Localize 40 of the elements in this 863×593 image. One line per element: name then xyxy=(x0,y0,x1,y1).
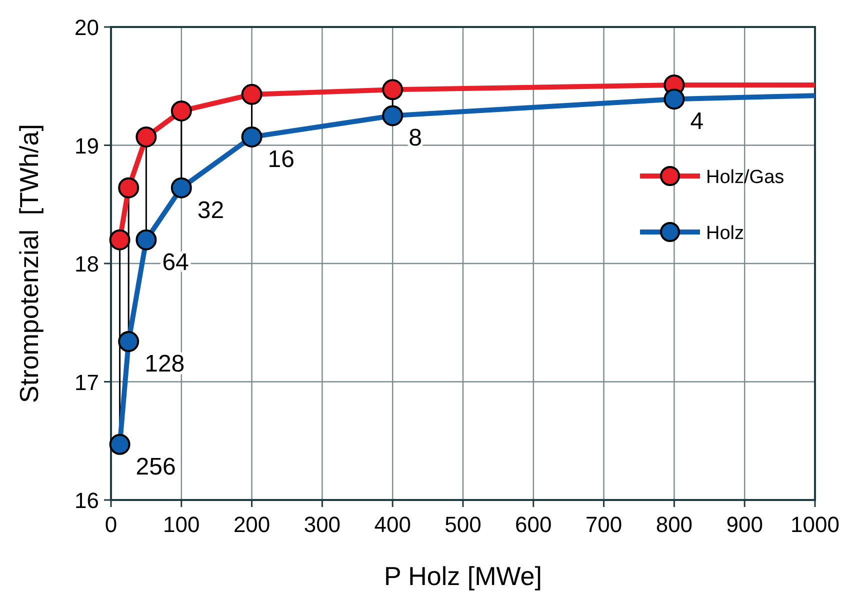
y-tick-label: 16 xyxy=(74,488,99,513)
x-tick-label: 200 xyxy=(233,512,270,537)
annotation: 128 xyxy=(144,350,185,378)
x-tick-label: 400 xyxy=(374,512,411,537)
x-axis-title: P Holz [MWe] xyxy=(384,561,542,591)
legend-label: Holz/Gas xyxy=(706,167,784,188)
y-tick-label: 18 xyxy=(74,252,99,276)
legend-label: Holz xyxy=(706,223,744,244)
point xyxy=(118,331,140,352)
point xyxy=(241,126,262,148)
x-tick-label: 500 xyxy=(444,512,482,537)
point xyxy=(382,79,404,100)
point xyxy=(109,229,130,250)
x-tick-label: 800 xyxy=(656,512,693,537)
x-tick-label: 1000 xyxy=(790,512,840,537)
x-tick-label: 900 xyxy=(726,512,763,537)
point xyxy=(382,105,404,126)
annotation: 8 xyxy=(408,124,422,152)
annotation: 4 xyxy=(690,108,704,136)
x-tick-label: 0 xyxy=(104,512,118,537)
annotation: 64 xyxy=(162,248,189,276)
point xyxy=(109,434,130,455)
point xyxy=(664,88,685,110)
x-tick-label: 300 xyxy=(304,512,341,537)
x-tick-label: 100 xyxy=(163,512,200,537)
point xyxy=(170,177,192,198)
x-tick-label: 600 xyxy=(515,512,552,537)
x-tick-label: 700 xyxy=(585,512,622,537)
point xyxy=(118,177,140,198)
y-tick-label: 19 xyxy=(74,133,99,158)
point xyxy=(136,126,157,148)
y-tick-label: 17 xyxy=(74,370,99,395)
annotation: 32 xyxy=(197,196,224,224)
y-tick-label: 20 xyxy=(74,15,99,40)
annotation: 16 xyxy=(268,146,295,173)
point xyxy=(241,84,262,105)
y-axis-title: Strompotenzial [TWh/a] xyxy=(14,124,44,403)
point xyxy=(170,100,192,122)
annotation: 256 xyxy=(136,453,176,480)
point xyxy=(136,229,157,250)
